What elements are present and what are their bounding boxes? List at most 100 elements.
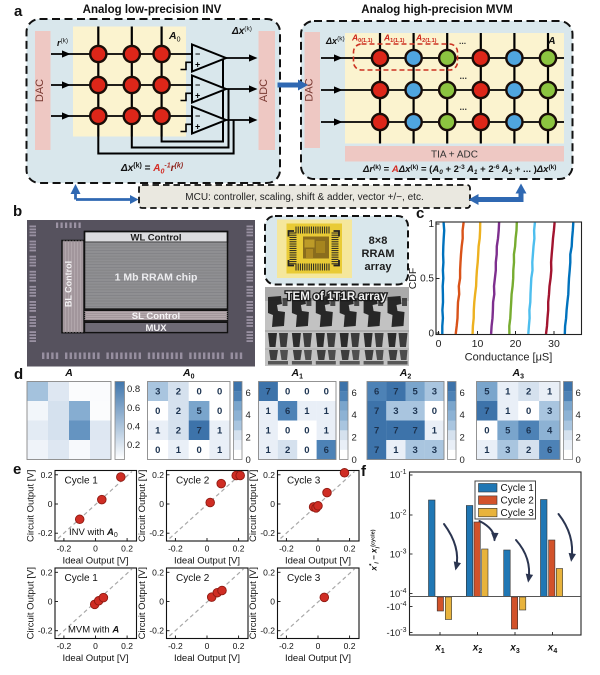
svg-text:2: 2	[526, 445, 531, 456]
svg-text:0: 0	[432, 406, 437, 417]
svg-text:x1: x1	[434, 643, 445, 656]
svg-text:-0.2: -0.2	[279, 544, 294, 554]
svg-text:1: 1	[324, 406, 330, 417]
svg-text:0: 0	[159, 499, 164, 509]
svg-text:2: 2	[352, 433, 357, 444]
svg-text:0.2: 0.2	[233, 544, 245, 554]
svg-text:A1(1,1): A1(1,1)	[383, 33, 405, 45]
svg-text:0: 0	[217, 406, 222, 417]
svg-text:10: 10	[472, 338, 484, 350]
svg-text:7: 7	[412, 426, 417, 437]
svg-text:TIA + ADC: TIA + ADC	[431, 150, 478, 161]
svg-text:DAC: DAC	[303, 78, 315, 101]
svg-text:1: 1	[428, 219, 434, 230]
svg-text:30: 30	[548, 338, 560, 350]
svg-text:7: 7	[484, 406, 489, 417]
svg-text:Analog high-precision MVM: Analog high-precision MVM	[361, 4, 512, 16]
svg-text:0: 0	[352, 455, 357, 466]
svg-text:+: +	[195, 60, 200, 70]
svg-text:0: 0	[196, 387, 201, 398]
svg-text:1: 1	[266, 406, 272, 417]
svg-text:Δx(k) = A0-1r(k): Δx(k) = A0-1r(k)	[120, 163, 184, 176]
svg-text:1: 1	[304, 406, 310, 417]
svg-text:2: 2	[246, 433, 251, 444]
svg-text:BL Control: BL Control	[64, 261, 74, 307]
svg-text:A: A	[547, 35, 556, 47]
svg-text:Cycle 3: Cycle 3	[501, 508, 535, 519]
svg-text:2: 2	[285, 445, 290, 456]
svg-text:4: 4	[547, 426, 553, 437]
svg-text:0.6: 0.6	[127, 403, 140, 414]
svg-text:1: 1	[176, 445, 182, 456]
svg-text:5: 5	[484, 387, 490, 398]
svg-text:MCU: controller, scaling, shif: MCU: controller, scaling, shift & adder,…	[185, 192, 423, 203]
svg-text:3: 3	[432, 445, 437, 456]
svg-text:6: 6	[547, 445, 552, 456]
svg-text:3: 3	[547, 406, 552, 417]
svg-text:0: 0	[246, 455, 251, 466]
svg-text:6: 6	[460, 388, 465, 399]
svg-text:0: 0	[48, 597, 53, 607]
svg-text:3: 3	[505, 445, 510, 456]
svg-text:Circuit Output [V]: Circuit Output [V]	[248, 470, 259, 542]
svg-text:0: 0	[304, 445, 309, 456]
svg-text:...: ...	[460, 102, 468, 112]
svg-text:0: 0	[155, 406, 160, 417]
svg-text:-0.2: -0.2	[57, 544, 72, 554]
svg-text:0: 0	[436, 338, 442, 350]
svg-text:f: f	[361, 463, 367, 480]
svg-text:7: 7	[374, 426, 379, 437]
svg-text:4: 4	[576, 410, 581, 421]
svg-text:0: 0	[93, 641, 98, 651]
svg-text:-0.2: -0.2	[168, 641, 183, 651]
svg-text:2: 2	[526, 387, 531, 398]
svg-text:-0.2: -0.2	[149, 528, 164, 538]
svg-text:0: 0	[205, 641, 210, 651]
svg-text:6: 6	[324, 445, 329, 456]
svg-text:0: 0	[304, 426, 309, 437]
svg-text:3: 3	[432, 387, 437, 398]
svg-text:8×8: 8×8	[369, 235, 388, 247]
svg-text:ADC: ADC	[258, 79, 270, 102]
svg-text:0.2: 0.2	[344, 641, 356, 651]
svg-text:0: 0	[324, 387, 329, 398]
svg-text:1: 1	[217, 445, 223, 456]
svg-text:A0: A0	[168, 30, 181, 44]
svg-text:0: 0	[159, 597, 164, 607]
svg-text:1: 1	[266, 445, 272, 456]
svg-text:Circuit Output [V]: Circuit Output [V]	[137, 470, 148, 542]
svg-text:Ideal Output [V]: Ideal Output [V]	[174, 556, 240, 567]
svg-text:x4: x4	[547, 643, 558, 656]
svg-text:0: 0	[484, 426, 489, 437]
svg-text:3: 3	[412, 406, 417, 417]
svg-text:CDF: CDF	[407, 268, 419, 290]
svg-text:0.2: 0.2	[127, 440, 140, 451]
svg-text:Analog low-precision INV: Analog low-precision INV	[83, 4, 222, 16]
svg-text:0.2: 0.2	[121, 641, 133, 651]
svg-text:7: 7	[266, 387, 271, 398]
svg-text:Cycle 1: Cycle 1	[501, 483, 535, 494]
svg-text:2: 2	[176, 387, 181, 398]
svg-text:Cycle 2: Cycle 2	[176, 573, 210, 584]
svg-text:2: 2	[176, 426, 181, 437]
svg-text:2: 2	[176, 406, 181, 417]
svg-text:6: 6	[526, 426, 531, 437]
svg-text:3: 3	[393, 406, 398, 417]
svg-text:Δx(k): Δx(k)	[231, 26, 252, 38]
svg-text:b: b	[13, 203, 22, 220]
svg-text:0.2: 0.2	[121, 544, 133, 554]
svg-text:0: 0	[270, 597, 275, 607]
svg-text:7: 7	[196, 426, 201, 437]
svg-text:Cycle 2: Cycle 2	[176, 476, 210, 487]
svg-text:Cycle 1: Cycle 1	[65, 476, 99, 487]
svg-text:A2(1,1): A2(1,1)	[415, 33, 437, 45]
svg-text:Circuit Output [V]: Circuit Output [V]	[26, 567, 37, 639]
svg-text:1: 1	[505, 406, 511, 417]
svg-text:1: 1	[324, 426, 330, 437]
svg-text:−: −	[195, 49, 200, 59]
svg-text:7: 7	[374, 445, 379, 456]
svg-text:2: 2	[460, 433, 465, 444]
svg-text:Ideal Output [V]: Ideal Output [V]	[285, 556, 351, 567]
svg-text:0: 0	[285, 387, 290, 398]
svg-text:1 Mb RRAM chip: 1 Mb RRAM chip	[115, 272, 198, 284]
